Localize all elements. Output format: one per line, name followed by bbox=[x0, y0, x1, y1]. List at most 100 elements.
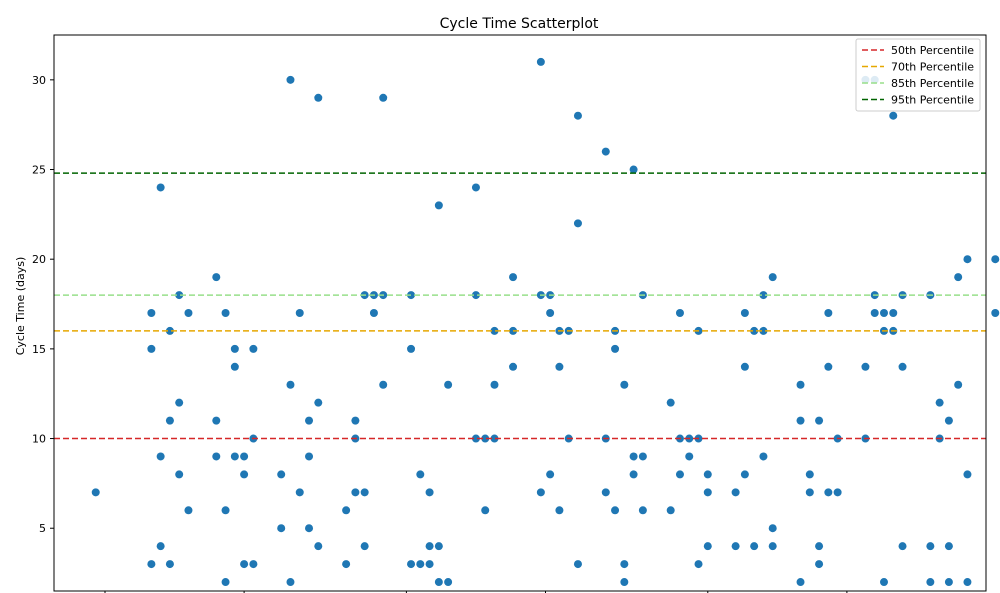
scatter-point bbox=[611, 344, 620, 353]
scatter-point bbox=[963, 255, 972, 264]
scatter-point bbox=[536, 488, 545, 497]
scatter-point bbox=[833, 488, 842, 497]
scatter-point bbox=[740, 362, 749, 371]
scatter-point bbox=[212, 273, 221, 282]
scatter-point bbox=[351, 488, 360, 497]
scatter-point bbox=[750, 326, 759, 335]
scatter-point bbox=[342, 560, 351, 569]
scatter-point bbox=[889, 309, 898, 317]
scatter-point bbox=[230, 344, 239, 353]
y-tick-label: 20 bbox=[32, 253, 46, 266]
scatter-point bbox=[759, 326, 768, 335]
scatter-point bbox=[824, 488, 833, 497]
scatter-point bbox=[156, 452, 165, 461]
scatter-point bbox=[731, 488, 740, 497]
scatter-point bbox=[490, 380, 499, 389]
scatter-point bbox=[481, 506, 490, 515]
scatter-point bbox=[305, 416, 314, 425]
scatter-point bbox=[796, 578, 805, 587]
scatter-point bbox=[926, 578, 935, 587]
scatter-point bbox=[230, 452, 239, 461]
scatter-point bbox=[703, 488, 712, 497]
scatter-point bbox=[768, 542, 777, 551]
scatter-point bbox=[629, 452, 638, 461]
scatter-point bbox=[175, 291, 184, 300]
scatter-point bbox=[703, 470, 712, 479]
scatter-point bbox=[444, 578, 453, 587]
scatter-point bbox=[898, 542, 907, 551]
scatter-point bbox=[963, 470, 972, 479]
scatter-point bbox=[629, 165, 638, 174]
scatter-point bbox=[314, 93, 323, 102]
legend-label: 50th Percentile bbox=[891, 44, 974, 57]
scatter-point bbox=[509, 362, 518, 371]
scatter-point bbox=[796, 380, 805, 389]
scatter-point bbox=[221, 506, 230, 515]
scatter-point bbox=[230, 362, 239, 371]
scatter-point bbox=[963, 578, 972, 587]
legend-box bbox=[855, 38, 981, 112]
scatter-point bbox=[870, 309, 879, 317]
scatter-point bbox=[555, 362, 564, 371]
scatter-point bbox=[91, 488, 100, 497]
scatter-point bbox=[694, 560, 703, 569]
scatter-point bbox=[944, 416, 953, 425]
scatter-point bbox=[407, 560, 416, 569]
scatter-point bbox=[815, 542, 824, 551]
scatter-point bbox=[277, 470, 286, 479]
scatter-point bbox=[536, 57, 545, 66]
scatter-point bbox=[379, 380, 388, 389]
scatter-point bbox=[147, 344, 156, 353]
scatter-point bbox=[944, 542, 953, 551]
scatter-point bbox=[601, 147, 610, 156]
scatter-point bbox=[768, 524, 777, 533]
scatter-point bbox=[991, 309, 1000, 317]
scatter-point bbox=[750, 542, 759, 551]
scatter-point bbox=[685, 452, 694, 461]
scatter-point bbox=[249, 344, 258, 353]
scatter-point bbox=[360, 542, 369, 551]
scatter-point bbox=[490, 326, 499, 335]
scatter-point bbox=[184, 309, 193, 317]
scatter-point bbox=[342, 506, 351, 515]
scatter-point bbox=[314, 542, 323, 551]
scatter-point bbox=[675, 309, 684, 317]
scatter-point bbox=[434, 542, 443, 551]
scatter-point bbox=[147, 309, 156, 317]
plot-frame bbox=[53, 34, 987, 592]
scatter-point bbox=[805, 470, 814, 479]
scatter-point bbox=[638, 506, 647, 515]
scatter-point bbox=[175, 398, 184, 407]
scatter-point bbox=[240, 452, 249, 461]
scatter-point bbox=[369, 309, 378, 317]
plot-area: 5 10 15 20 25 30 bbox=[32, 57, 1000, 593]
scatter-point bbox=[926, 542, 935, 551]
scatter-point bbox=[666, 398, 675, 407]
scatter-point bbox=[731, 542, 740, 551]
scatter-point bbox=[879, 309, 888, 317]
scatter-point bbox=[629, 470, 638, 479]
scatter-point bbox=[815, 416, 824, 425]
scatter-point bbox=[620, 560, 629, 569]
scatter-point bbox=[221, 309, 230, 317]
scatter-point bbox=[638, 452, 647, 461]
scatter-point bbox=[768, 273, 777, 282]
scatter-point bbox=[546, 470, 555, 479]
scatter-point bbox=[240, 560, 249, 569]
scatter-point bbox=[286, 75, 295, 84]
scatter-point bbox=[898, 362, 907, 371]
scatter-point bbox=[889, 111, 898, 120]
scatter-point bbox=[815, 560, 824, 569]
scatter-point bbox=[879, 578, 888, 587]
scatter-point bbox=[165, 560, 174, 569]
scatter-point bbox=[573, 219, 582, 228]
legend: 50th Percentile 70th Percentile 85th Perce… bbox=[855, 38, 981, 112]
scatter-point bbox=[991, 255, 1000, 264]
scatter-point bbox=[305, 524, 314, 533]
scatter-point bbox=[295, 488, 304, 497]
scatter-point bbox=[434, 578, 443, 587]
scatter-point bbox=[944, 578, 953, 587]
scatter-point bbox=[286, 578, 295, 587]
scatter-point bbox=[425, 542, 434, 551]
